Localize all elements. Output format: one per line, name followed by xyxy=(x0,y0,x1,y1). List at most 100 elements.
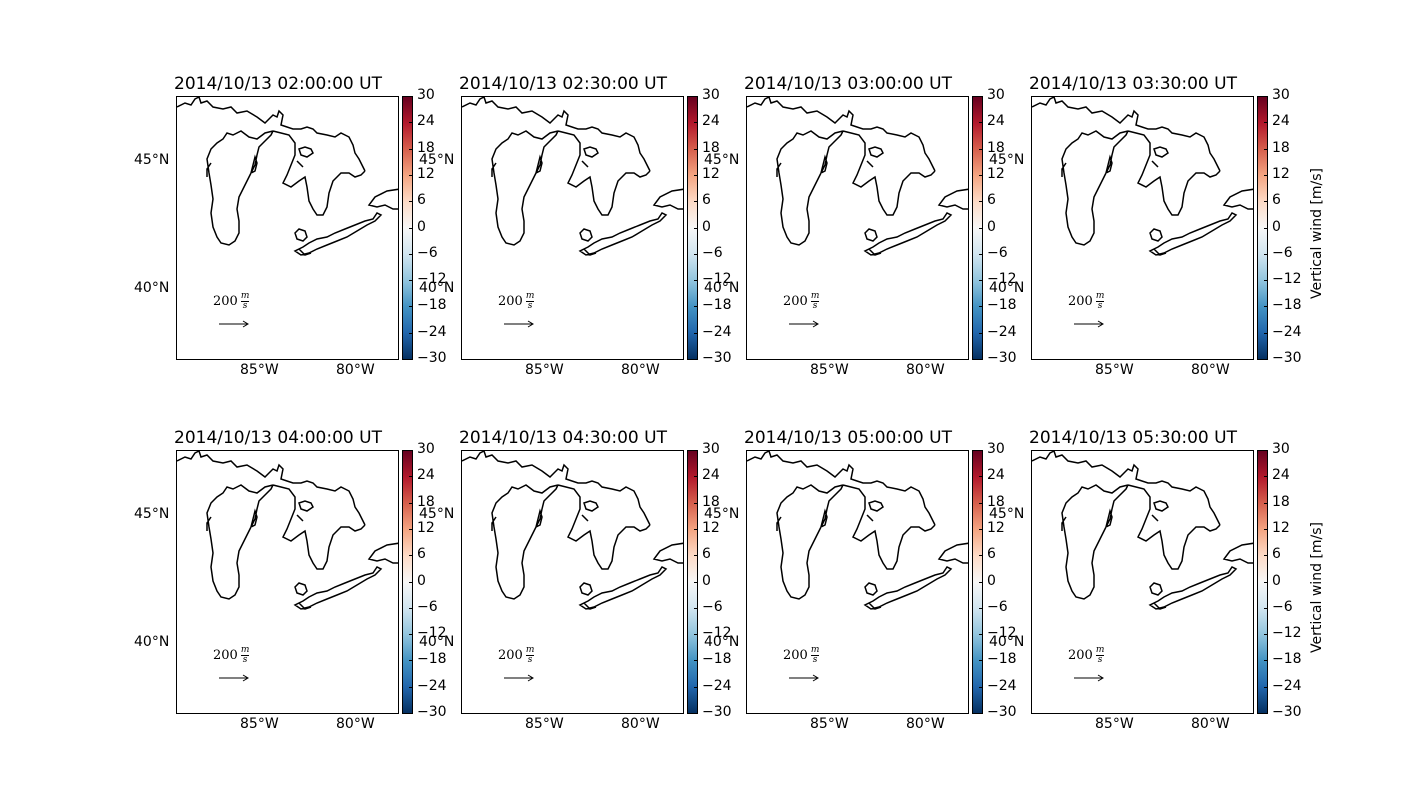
quiver-key-label: 200 m s xyxy=(213,291,250,311)
quiver-key-label: 200 m s xyxy=(498,645,535,665)
colorbar-tick xyxy=(694,607,698,609)
coastline-path xyxy=(1032,97,1253,256)
colorbar-tick xyxy=(409,686,413,688)
great-lakes-coastline xyxy=(1032,97,1253,328)
latitude-label: 45°N xyxy=(704,506,740,522)
quiver-key-value: 200 xyxy=(213,294,238,309)
colorbar-tick-label: −30 xyxy=(702,704,732,720)
colorbar-tick-label: 30 xyxy=(702,441,720,457)
quiver-key-label: 200 m s xyxy=(498,292,535,311)
colorbar-tick xyxy=(1264,253,1268,255)
colorbar-tick-label: 0 xyxy=(1272,572,1281,589)
colorbar-tick-label: −12 xyxy=(702,625,732,642)
colorbar-tick-label: 12 xyxy=(1272,165,1290,182)
colorbar-tick xyxy=(409,528,413,530)
colorbar-tick-label: −6 xyxy=(417,598,438,615)
colorbar-tick-label: −18 xyxy=(987,297,1017,314)
longitude-label: 85°W xyxy=(240,716,279,732)
longitude-label: 80°W xyxy=(336,716,375,732)
coastline-path xyxy=(1032,451,1253,610)
quiver-key-arrow xyxy=(1074,674,1104,682)
colorbar-tick xyxy=(1264,528,1268,530)
panel-title: 2014/10/13 03:00:00 UT xyxy=(744,74,952,94)
colorbar-tick xyxy=(694,306,698,308)
latitude-label: 45°N xyxy=(134,152,170,168)
colorbar-tick xyxy=(979,713,983,714)
colorbar-tick-label: −30 xyxy=(1272,704,1302,720)
colorbar-tick-label: −18 xyxy=(702,297,732,314)
quiver-key-label: 200 m s xyxy=(213,646,250,665)
colorbar-tick xyxy=(694,450,698,451)
map-area xyxy=(461,96,684,360)
great-lakes-coastline xyxy=(462,451,683,682)
colorbar-tick-label: 12 xyxy=(702,519,720,536)
latitude-label: 40°N xyxy=(134,634,170,650)
colorbar-tick xyxy=(979,122,983,124)
colorbar-tick xyxy=(694,253,698,255)
longitude-label: 85°W xyxy=(240,362,279,378)
map-area xyxy=(1031,96,1254,360)
colorbar-tick xyxy=(409,502,413,504)
colorbar-tick xyxy=(694,555,698,557)
latitude-label: 40°N xyxy=(704,280,740,296)
quiver-key-label: 200 m s xyxy=(783,291,820,311)
colorbar-tick xyxy=(979,502,983,504)
colorbar-tick xyxy=(1264,280,1268,282)
colorbar-tick-label: 30 xyxy=(1272,87,1290,103)
quiver-key-label: 200 m s xyxy=(783,646,820,665)
colorbar-tick xyxy=(1264,450,1268,451)
colorbar-tick-label: −18 xyxy=(417,651,447,668)
colorbar-tick xyxy=(979,528,983,530)
colorbar-tick xyxy=(1264,96,1268,97)
colorbar-tick xyxy=(979,280,983,282)
colorbar-tick xyxy=(409,359,413,360)
colorbar-tick-label: −18 xyxy=(417,297,447,314)
colorbar-tick xyxy=(409,227,413,229)
quiver-key-label: 200 m s xyxy=(1068,646,1105,665)
colorbar-tick xyxy=(1264,581,1268,583)
quiver-key-value: 200 xyxy=(498,294,523,309)
colorbar-tick-label: 0 xyxy=(417,218,426,235)
latitude-label: 40°N xyxy=(419,280,455,296)
colorbar-tick-label: −30 xyxy=(987,704,1017,720)
colorbar-tick xyxy=(1264,148,1268,150)
longitude-label: 85°W xyxy=(810,362,849,378)
colorbar-tick-label: 6 xyxy=(417,192,426,209)
colorbar-tick-label: −30 xyxy=(1272,350,1302,366)
colorbar-tick-label: 18 xyxy=(1272,493,1290,510)
colorbar-tick-label: 18 xyxy=(987,493,1005,510)
colorbar-tick xyxy=(409,581,413,583)
colorbar-tick xyxy=(1264,201,1268,203)
map-area xyxy=(746,450,969,714)
colorbar-label: Vertical wind [m/s] xyxy=(1309,522,1325,653)
panel-title: 2014/10/13 04:00:00 UT xyxy=(174,428,382,448)
colorbar-tick-label: −12 xyxy=(1272,271,1302,288)
map-area xyxy=(1031,450,1254,714)
colorbar-tick-label: −24 xyxy=(1272,677,1302,694)
longitude-label: 80°W xyxy=(906,716,945,732)
colorbar-tick-label: −12 xyxy=(987,625,1017,642)
colorbar-tick-label: 0 xyxy=(417,572,426,589)
quiver-key-value: 200 xyxy=(783,294,808,309)
colorbar-tick-label: −24 xyxy=(417,677,447,694)
colorbar-tick xyxy=(694,713,698,714)
colorbar-tick-label: −12 xyxy=(702,271,732,288)
latitude-label: 40°N xyxy=(134,280,170,296)
colorbar-tick-label: 30 xyxy=(702,87,720,103)
colorbar-tick-label: 12 xyxy=(702,165,720,182)
colorbar-tick-label: 18 xyxy=(987,139,1005,156)
coastline-path xyxy=(177,451,398,610)
colorbar-tick xyxy=(1264,174,1268,176)
colorbar-tick xyxy=(409,660,413,662)
colorbar-tick-label: 6 xyxy=(987,546,996,563)
colorbar-tick xyxy=(409,122,413,124)
colorbar-tick xyxy=(694,686,698,688)
colorbar-tick-label: 18 xyxy=(417,139,435,156)
latitude-label: 40°N xyxy=(419,634,455,650)
colorbar-tick-label: −30 xyxy=(417,350,447,366)
quiver-key-value: 200 xyxy=(498,648,523,663)
colorbar-tick-label: −12 xyxy=(987,271,1017,288)
